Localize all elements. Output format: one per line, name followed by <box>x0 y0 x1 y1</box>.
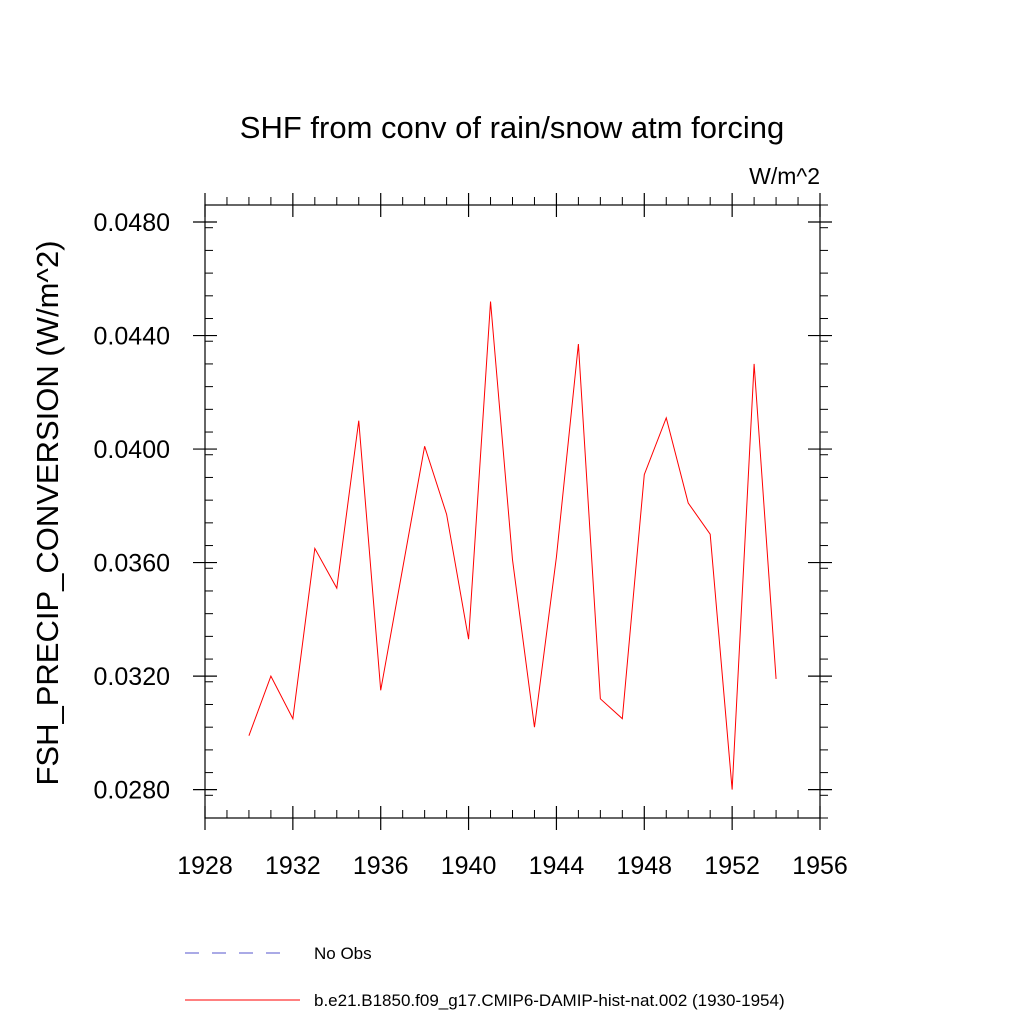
x-tick-label: 1944 <box>529 852 585 880</box>
x-tick-label: 1940 <box>441 852 497 880</box>
plot-frame <box>204 204 821 819</box>
legend-label-no-obs: No Obs <box>314 944 372 963</box>
y-tick-label: 0.0280 <box>94 777 170 805</box>
x-tick-label: 1956 <box>792 852 848 880</box>
legend-label-model: b.e21.B1850.f09_g17.CMIP6-DAMIP-hist-nat… <box>314 991 785 1010</box>
x-axis: 1928 1932 1936 1940 1944 1948 1952 1956 <box>177 193 848 880</box>
series-layer <box>248 301 777 790</box>
y-tick-label: 0.0320 <box>94 663 170 691</box>
x-tick-label: 1928 <box>177 852 233 880</box>
x-tick-label: 1932 <box>265 852 321 880</box>
chart-title: SHF from conv of rain/snow atm forcing <box>240 110 784 145</box>
y-tick-label: 0.0440 <box>94 323 170 351</box>
y-axis: 0.0280 0.0320 0.0360 0.0400 0.0440 0.0480 <box>94 204 832 819</box>
y-tick-label: 0.0360 <box>94 550 170 578</box>
series-line <box>248 301 777 790</box>
legend: No Obs b.e21.B1850.f09_g17.CMIP6-DAMIP-h… <box>185 944 785 1010</box>
y-axis-label: FSH_PRECIP_CONVERSION (W/m^2) <box>30 240 65 785</box>
x-tick-label: 1948 <box>616 852 672 880</box>
x-tick-label: 1952 <box>704 852 760 880</box>
x-tick-label: 1936 <box>353 852 409 880</box>
y-tick-label: 0.0400 <box>94 436 170 464</box>
units-label: W/m^2 <box>749 163 820 189</box>
y-tick-label: 0.0480 <box>94 209 170 237</box>
